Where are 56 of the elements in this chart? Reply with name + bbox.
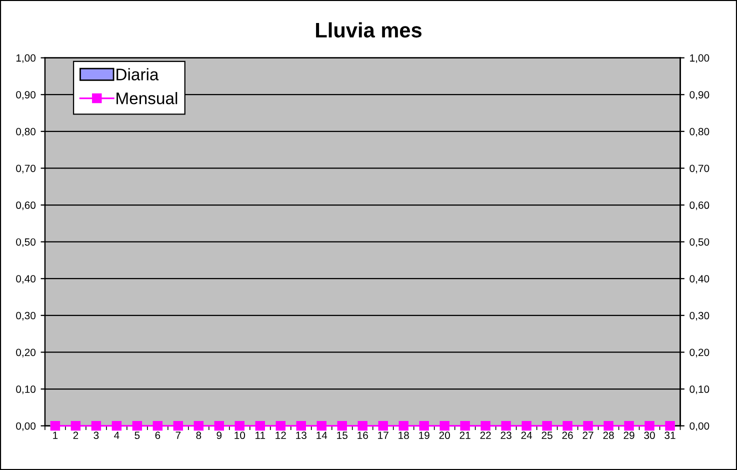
x-tick-label: 9 — [216, 432, 222, 440]
x-tick-label: 13 — [296, 432, 306, 440]
y-tick-label: 0,10 — [16, 386, 36, 394]
x-tick-label: 18 — [398, 432, 409, 440]
y2-tick-label: 0,20 — [690, 348, 710, 358]
x-tick-label: 31 — [664, 432, 676, 440]
x-tick-label: 6 — [155, 432, 160, 440]
x-tick-label: 19 — [419, 432, 430, 440]
y-tick-label: 0,40 — [16, 275, 36, 284]
x-tick-label: 14 — [316, 432, 328, 439]
x-tick-label: 27 — [582, 432, 594, 439]
x-tick-label: 24 — [521, 432, 532, 439]
x-tick-label: 28 — [603, 432, 614, 440]
x-tick-label: 2 — [73, 432, 78, 439]
x-tick-label: 23 — [500, 432, 512, 440]
x-tick-label: 8 — [196, 432, 202, 440]
x-tick-label: 30 — [644, 432, 655, 440]
x-tick-label: 7 — [176, 432, 181, 439]
x-tick-label: 20 — [439, 432, 450, 440]
x-tick-label: 25 — [542, 432, 552, 440]
y-tick-label: 1,00 — [16, 54, 36, 63]
chart-title: Lluvia mes — [316, 22, 422, 38]
y2-tick-label: 0,60 — [690, 202, 710, 210]
y2-tick-label: 0,10 — [690, 386, 710, 394]
x-tick-label: 22 — [480, 432, 491, 439]
x-tick-label: 1 — [53, 432, 58, 439]
y2-tick-label: 0,30 — [690, 312, 710, 321]
y-tick-label: 0,50 — [16, 238, 36, 247]
x-tick-label: 16 — [358, 432, 368, 440]
legend-label: Mensual — [116, 92, 178, 104]
x-tick-label: 12 — [276, 432, 286, 439]
y2-tick-label: 0,90 — [690, 91, 710, 100]
y-tick-label: 0,30 — [16, 312, 36, 321]
x-tick-label: 21 — [460, 432, 470, 439]
y-tick-label: 0,70 — [16, 164, 36, 174]
y-tick-label: 0,80 — [16, 128, 36, 137]
x-tick-label: 10 — [234, 432, 246, 440]
y2-tick-label: 0,40 — [690, 275, 710, 284]
legend-label: Diaria — [116, 68, 159, 80]
x-tick-label: 4 — [114, 432, 120, 439]
y2-tick-label: 0,80 — [690, 128, 710, 137]
y-tick-label: 0,90 — [16, 91, 36, 100]
x-tick-label: 3 — [94, 432, 99, 440]
y2-tick-label: 0,00 — [690, 422, 710, 431]
x-tick-label: 29 — [624, 432, 634, 440]
y-tick-label: 0,20 — [16, 348, 36, 358]
x-tick-label: 17 — [378, 432, 388, 439]
x-tick-label: 11 — [256, 432, 266, 439]
x-tick-label: 5 — [134, 432, 140, 440]
y-tick-label: 0,60 — [16, 202, 36, 210]
y2-tick-label: 0,50 — [690, 238, 710, 247]
x-tick-label: 15 — [337, 432, 348, 440]
y2-tick-label: 1,00 — [690, 54, 710, 63]
y2-tick-label: 0,70 — [690, 164, 710, 174]
x-tick-label: 26 — [562, 432, 573, 440]
y-tick-label: 0,00 — [16, 422, 36, 431]
